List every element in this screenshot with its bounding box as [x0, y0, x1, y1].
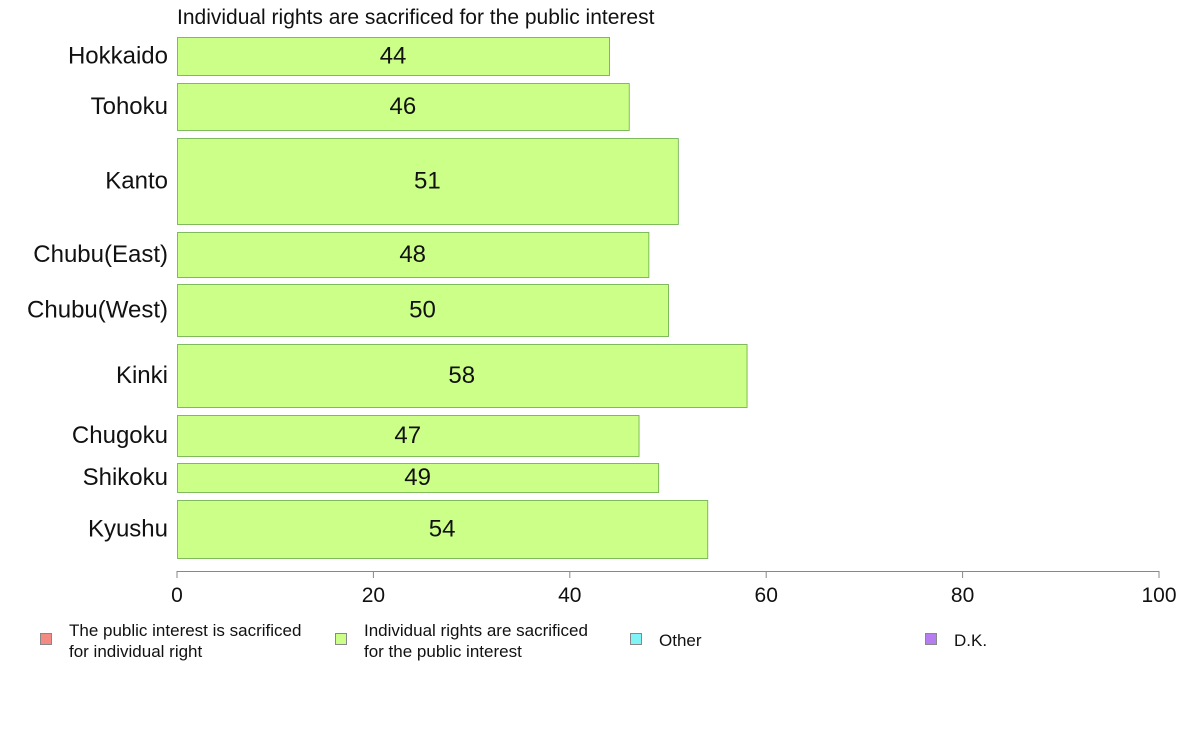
x-tick-label: 100 — [1141, 584, 1176, 607]
legend-label: D.K. — [954, 631, 988, 650]
data-label: 58 — [448, 362, 475, 389]
legend-swatch — [40, 633, 52, 645]
bar — [177, 500, 709, 559]
chart-title: Individual rights are sacrificed for the… — [177, 6, 655, 29]
bar-chart: Hokkaido 44 Tohoku 46 Kanto 51 Chubu(East) 48 Ch… — [27, 37, 1177, 607]
category-label: Kanto — [105, 168, 168, 195]
bar — [177, 463, 660, 493]
bar — [177, 138, 679, 225]
legend-item-dk: D.K. — [925, 620, 987, 651]
data-label: 51 — [414, 168, 441, 195]
category-label: Tohoku — [91, 93, 168, 120]
data-label: 49 — [404, 464, 431, 491]
x-tick-label: 20 — [362, 584, 385, 607]
data-label: 48 — [399, 241, 426, 268]
category-label: Hokkaido — [68, 43, 168, 70]
legend-item-individual-rights-sacrificed: Individual rights are sacrificed for the… — [335, 620, 588, 662]
category-label: Chugoku — [72, 422, 168, 449]
legend-label: Individual rights are sacrificed for the… — [364, 621, 588, 661]
x-tick-label: 60 — [755, 584, 778, 607]
bar — [177, 232, 650, 278]
legend: The public interest is sacrificed for in… — [0, 620, 1188, 680]
data-label: 46 — [390, 93, 417, 120]
data-label: 44 — [380, 43, 407, 70]
bar — [177, 83, 630, 131]
legend-swatch — [630, 633, 642, 645]
category-label: Chubu(West) — [27, 297, 168, 324]
x-tick-label: 0 — [171, 584, 183, 607]
bar — [177, 415, 640, 457]
data-label: 47 — [394, 422, 421, 449]
bar — [177, 284, 669, 337]
legend-label: Other — [659, 631, 702, 650]
category-label: Chubu(East) — [33, 241, 168, 268]
x-tick-label: 80 — [951, 584, 974, 607]
legend-label: The public interest is sacrificed for in… — [69, 621, 302, 661]
category-label: Shikoku — [83, 464, 168, 491]
legend-item-public-interest-sacrificed: The public interest is sacrificed for in… — [40, 620, 301, 662]
legend-item-other: Other — [630, 620, 702, 651]
data-label: 50 — [409, 297, 436, 324]
legend-swatch — [335, 633, 347, 645]
bar — [177, 37, 610, 76]
bar — [177, 344, 748, 408]
data-label: 54 — [429, 516, 456, 543]
x-tick-label: 40 — [558, 584, 581, 607]
category-label: Kyushu — [88, 516, 168, 543]
category-label: Kinki — [116, 362, 168, 389]
legend-swatch — [925, 633, 937, 645]
